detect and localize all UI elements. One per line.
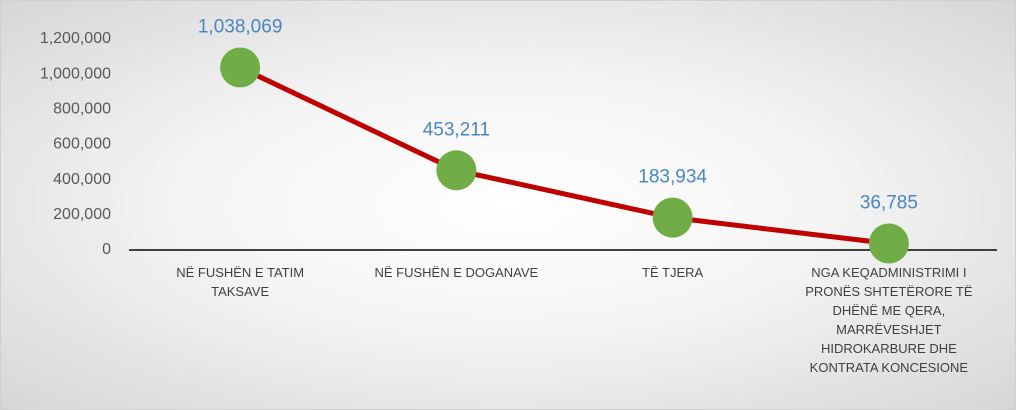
- y-tick-label: 1,200,000: [40, 30, 111, 47]
- y-tick-label: 1,000,000: [40, 65, 111, 82]
- marker: [652, 197, 693, 238]
- marker: [220, 47, 261, 88]
- marker: [436, 150, 477, 191]
- data-label: 453,211: [423, 119, 490, 140]
- y-tick-label: 400,000: [53, 171, 111, 188]
- marker: [868, 223, 909, 264]
- line: [239, 65, 890, 247]
- data-label: 1,038,069: [198, 16, 283, 37]
- y-tick-label: 200,000: [53, 206, 111, 223]
- y-tick-label: 0: [102, 241, 111, 258]
- x-tick-label: NË FUSHËN E TATIM TAKSAVE: [176, 265, 305, 299]
- x-tick-label: TË TJERA: [642, 265, 704, 280]
- data-label: 36,785: [860, 193, 918, 214]
- y-tick-label: 800,000: [53, 101, 111, 118]
- x-tick-label: NGA KEQADMINISTRIMI I PRONËS SHTETËRORE …: [805, 265, 973, 375]
- y-tick-label: 600,000: [53, 136, 111, 153]
- data-label: 183,934: [638, 167, 707, 188]
- x-tick-label: NË FUSHËN E DOGANAVE: [374, 265, 539, 280]
